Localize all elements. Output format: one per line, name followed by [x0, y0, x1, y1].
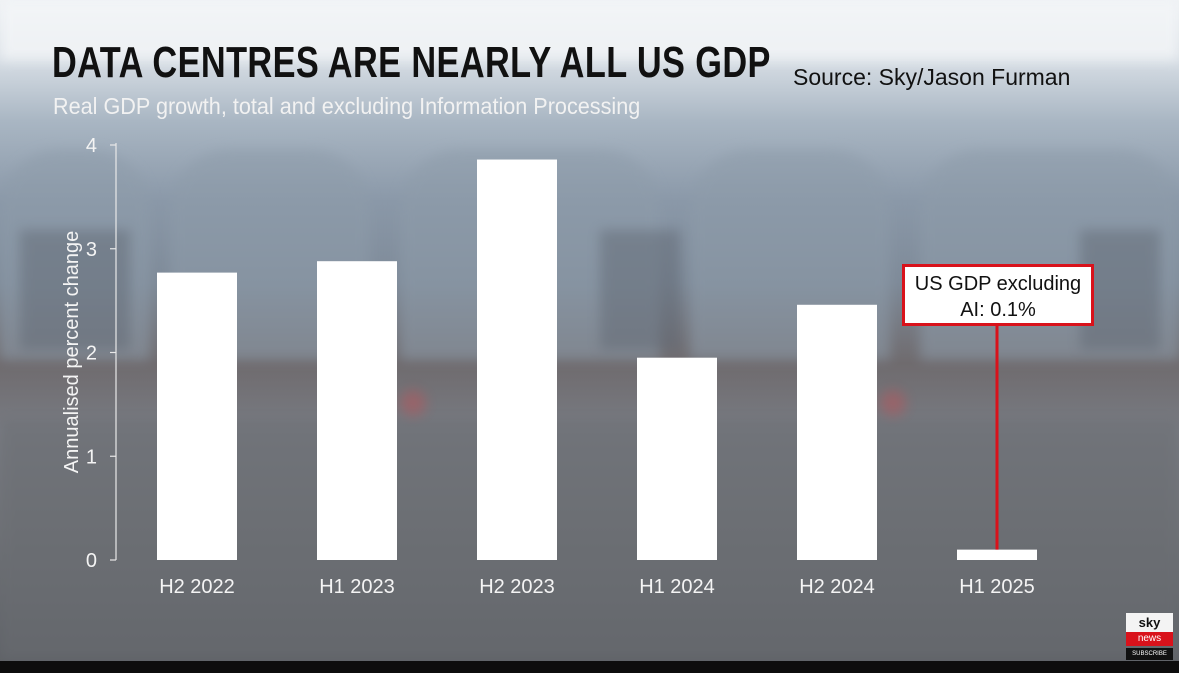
annotation-text-line2: AI: 0.1%: [960, 299, 1036, 321]
logo-news-text: news: [1126, 632, 1173, 646]
chart-title: DATA CENTRES ARE NEARLY ALL US GDP: [52, 38, 771, 87]
logo-sky-text: sky: [1126, 613, 1173, 632]
y-tick-label: 1: [86, 446, 97, 468]
y-tick-label: 4: [86, 135, 97, 157]
annotation-box: US GDP excluding AI: 0.1%: [902, 264, 1094, 326]
bar-h2-2024: [797, 304, 877, 560]
sky-news-logo[interactable]: sky news SUBSCRIBE: [1126, 613, 1173, 661]
x-tick-label: H2 2024: [799, 576, 875, 598]
x-tick-label: H2 2022: [159, 576, 235, 598]
x-tick-label: H1 2024: [639, 576, 715, 598]
bar-h2-2022: [157, 272, 237, 560]
x-tick-label: H1 2025: [959, 576, 1035, 598]
background-door: [600, 230, 680, 350]
y-tick-label: 3: [86, 239, 97, 261]
bar-h1-2023: [317, 261, 397, 560]
bar-h2-2023: [477, 159, 557, 560]
y-tick-label: 2: [86, 343, 97, 365]
background-light: [880, 390, 906, 416]
x-axis: H2 2022 H1 2023 H2 2023 H1 2024 H2 2024 H1 20…: [159, 576, 1035, 598]
bars: [157, 159, 1037, 560]
x-tick-label: H1 2023: [319, 576, 395, 598]
bar-h1-2025: [957, 549, 1037, 560]
logo-subscribe-text: SUBSCRIBE: [1126, 648, 1173, 660]
chart-source: Source: Sky/Jason Furman: [793, 64, 1071, 90]
background-hangar: [0, 150, 150, 360]
bar-h1-2024: [637, 357, 717, 560]
y-axis-title: Annualised percent change: [61, 231, 83, 473]
bottom-border: [0, 661, 1179, 673]
background-door: [20, 230, 130, 350]
y-axis: 0 1 2 3 4: [86, 135, 117, 572]
annotation-text-line1: US GDP excluding: [914, 273, 1082, 295]
background-light: [400, 390, 426, 416]
background-sky: [0, 0, 1179, 60]
chart-subtitle: Real GDP growth, total and excluding Inf…: [53, 93, 641, 119]
x-tick-label: H2 2023: [479, 576, 555, 598]
y-tick-label: 0: [86, 550, 97, 572]
